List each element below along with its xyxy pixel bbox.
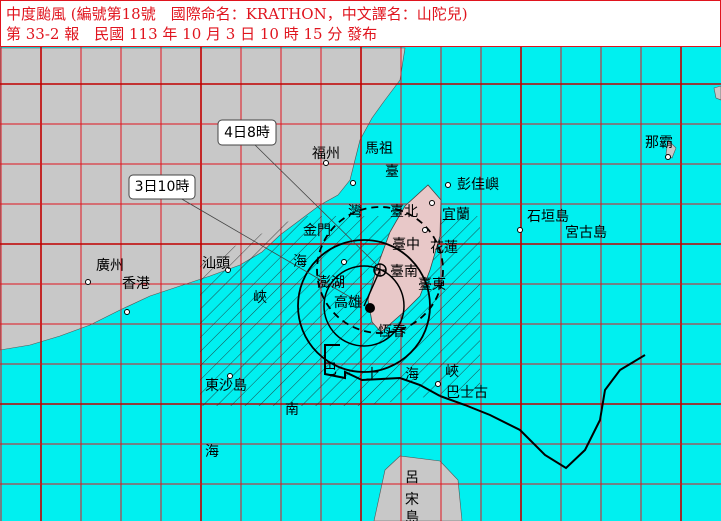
place-label: 臺北 xyxy=(390,204,418,220)
storm-radius-10 xyxy=(323,265,405,347)
header-box xyxy=(0,0,721,47)
place-label: 高雄 xyxy=(334,294,362,311)
place-label: 巴士古 xyxy=(446,385,488,401)
place-label: 峽 xyxy=(445,364,459,380)
place-label: 花蓮 xyxy=(430,240,458,256)
place-marker xyxy=(350,180,356,186)
place-label: 臺中 xyxy=(392,237,420,253)
leader-line xyxy=(179,197,363,305)
leader-line xyxy=(254,144,379,267)
header-subtitle: 第 33-2 報 民國 113 年 10 月 3 日 10 時 15 分 發布 xyxy=(6,25,377,43)
place-label: 南 xyxy=(285,402,299,418)
place-marker xyxy=(225,267,231,273)
place-label: 臺東 xyxy=(418,277,446,293)
place-label: 馬祖 xyxy=(365,141,393,157)
place-label: 福州 xyxy=(312,146,340,162)
place-marker xyxy=(445,182,451,188)
place-label: 彭佳嶼 xyxy=(457,177,499,193)
place-label: 東沙島 xyxy=(205,378,247,394)
place-label: 汕頭 xyxy=(202,256,230,272)
place-marker xyxy=(341,259,347,265)
forecast-label: 4日8時 xyxy=(224,125,270,141)
place-label: 海 xyxy=(405,367,419,383)
place-marker xyxy=(422,227,428,233)
place-label: 宮古島 xyxy=(565,225,607,241)
warning-boundary xyxy=(324,344,441,397)
place-marker xyxy=(429,200,435,206)
past-track xyxy=(439,354,646,470)
place-label: 宋 xyxy=(405,492,419,508)
place-label: 澎湖 xyxy=(317,275,345,291)
place-marker xyxy=(665,154,671,160)
place-label: 金門 xyxy=(303,223,331,239)
place-label: 士 xyxy=(365,367,379,383)
place-label: 臺南 xyxy=(390,264,418,280)
place-label: 那霸 xyxy=(645,135,673,151)
forecast-label: 3日10時 xyxy=(135,179,190,195)
header-title: 中度颱風 (編號第18號 國際命名：KRATHON，中文譯名：山陀兒) xyxy=(6,5,468,23)
luzon xyxy=(373,455,463,521)
place-label: 巴 xyxy=(323,362,337,378)
place-label: 香港 xyxy=(122,276,150,292)
place-marker xyxy=(323,160,329,166)
storm-radius xyxy=(297,239,431,373)
forecast-label-box xyxy=(128,174,196,200)
place-label: 峽 xyxy=(253,290,267,306)
place-label: 海 xyxy=(205,444,219,460)
place-label: 廣州 xyxy=(96,257,124,274)
place-marker xyxy=(227,373,233,379)
forecast-circle xyxy=(316,206,444,334)
place-marker xyxy=(517,227,523,233)
place-marker xyxy=(124,309,130,315)
place-label: 石垣島 xyxy=(527,209,569,225)
place-label: 恆春 xyxy=(378,324,406,340)
island xyxy=(713,85,721,101)
place-label: 臺 xyxy=(385,164,399,180)
forecast-label-box xyxy=(217,119,277,146)
place-label: 灣 xyxy=(348,204,362,220)
place-label: 宜蘭 xyxy=(442,207,470,223)
typhoon-symbol xyxy=(365,303,375,313)
place-label: 海 xyxy=(293,254,307,270)
forecast-symbol xyxy=(373,263,387,277)
taiwan xyxy=(367,184,442,333)
place-marker xyxy=(85,279,91,285)
place-marker xyxy=(435,381,441,387)
okinawa xyxy=(665,139,677,159)
place-label: 呂 xyxy=(405,470,419,486)
place-label: 島 xyxy=(405,510,419,521)
